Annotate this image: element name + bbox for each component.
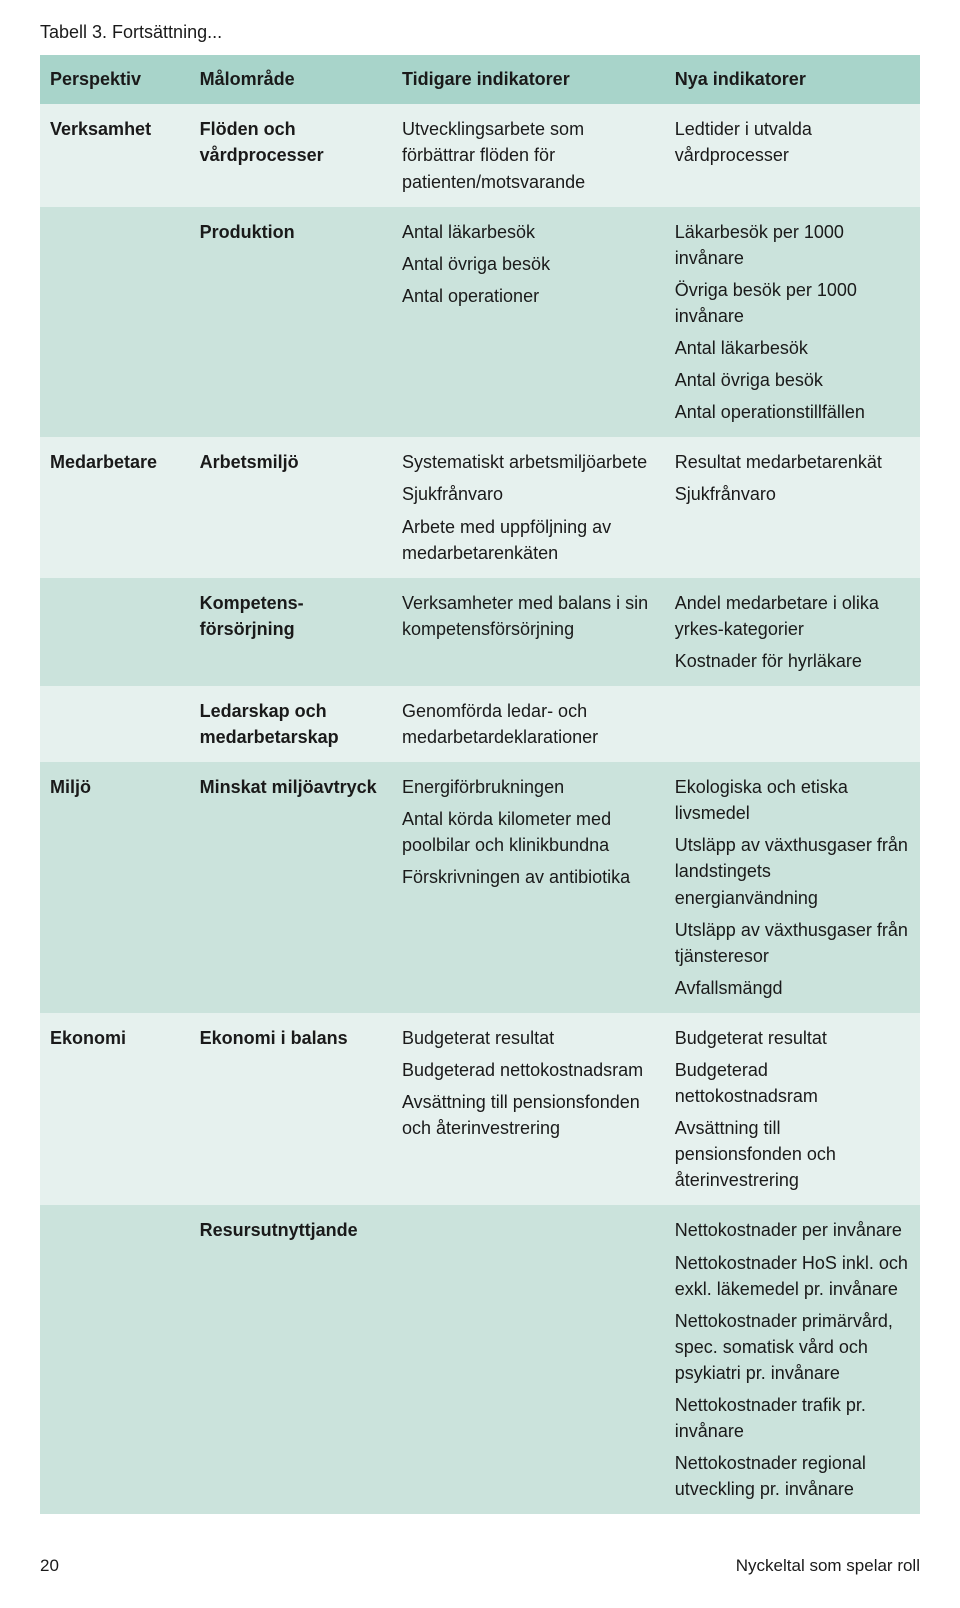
cell-tidigare: Genomförda ledar- och medarbetardeklarat… [392, 686, 665, 762]
table-row: Ledarskap och medarbetarskapGenomförda l… [40, 686, 920, 762]
cell-perspektiv: Medarbetare [40, 437, 190, 577]
indicator-text: Andel medarbetare i olika yrkes-kategori… [675, 590, 910, 642]
cell-perspektiv: Ekonomi [40, 1013, 190, 1206]
cell-nya: Resultat medarbetarenkät Sjukfrånvaro [665, 437, 920, 577]
cell-perspektiv [40, 207, 190, 438]
indicator-text: Utsläpp av växthusgaser från landstinget… [675, 832, 910, 910]
indicator-text: Nettokostnader primärvård, spec. somatis… [675, 1308, 910, 1386]
cell-nya: Budgeterat resultat Budgeterad nettokostn… [665, 1013, 920, 1206]
indicator-text: Förskrivningen av antibiotika [402, 864, 655, 890]
indicator-text: Budgeterad nettokostnadsram [675, 1057, 910, 1109]
indicator-text: Utsläpp av växthusgaser från tjänstereso… [675, 917, 910, 969]
indicator-text: Nettokostnader HoS inkl. och exkl. läkem… [675, 1250, 910, 1302]
cell-nya: Läkarbesök per 1000 invånare Övriga besök… [665, 207, 920, 438]
indicator-text: Antal körda kilometer med poolbilar och … [402, 806, 655, 858]
indicator-text: Nettokostnader trafik pr. invånare [675, 1392, 910, 1444]
table-caption: Tabell 3. Fortsättning... [40, 20, 920, 45]
col-header-tidigare: Tidigare indikatorer [392, 55, 665, 104]
table-row: Kompetens-försörjningVerksamheter med ba… [40, 578, 920, 686]
indicator-text: Arbete med uppföljning av medarbetarenkä… [402, 514, 655, 566]
cell-nya: Ledtider i utvalda vårdprocesser [665, 104, 920, 206]
cell-tidigare: Systematiskt arbetsmiljöarbete Sjukfrånva… [392, 437, 665, 577]
table-header-row: Perspektiv Målområde Tidigare indikatore… [40, 55, 920, 104]
cell-tidigare: Budgeterat resultat Budgeterad nettokostn… [392, 1013, 665, 1206]
cell-perspektiv [40, 578, 190, 686]
cell-malomrade: Minskat miljöavtryck [190, 762, 392, 1013]
cell-malomrade: Kompetens-försörjning [190, 578, 392, 686]
col-header-nya: Nya indikatorer [665, 55, 920, 104]
col-header-malomrade: Målområde [190, 55, 392, 104]
table-row: MiljöMinskat miljöavtryckEnergiförbrukni… [40, 762, 920, 1013]
table-row: VerksamhetFlöden och vårdprocesserUtveck… [40, 104, 920, 206]
cell-malomrade: Produktion [190, 207, 392, 438]
table-row: MedarbetareArbetsmiljöSystematiskt arbet… [40, 437, 920, 577]
indicator-text: Antal operationstillfällen [675, 399, 910, 425]
indicator-text: Energiförbrukningen [402, 774, 655, 800]
indicator-text: Utvecklingsarbete som förbättrar flöden … [402, 116, 655, 194]
indicator-text: Antal övriga besök [402, 251, 655, 277]
cell-tidigare: Utvecklingsarbete som förbättrar flöden … [392, 104, 665, 206]
indicator-text: Läkarbesök per 1000 invånare [675, 219, 910, 271]
cell-malomrade: Arbetsmiljö [190, 437, 392, 577]
indicator-text: Avsättning till pensionsfonden och återi… [402, 1089, 655, 1141]
cell-malomrade: Flöden och vårdprocesser [190, 104, 392, 206]
indicator-text: Övriga besök per 1000 invånare [675, 277, 910, 329]
footer-title: Nyckeltal som spelar roll [736, 1554, 920, 1578]
indicator-text: Ledtider i utvalda vårdprocesser [675, 116, 910, 168]
indicator-text: Systematiskt arbetsmiljöarbete [402, 449, 655, 475]
indicator-text: Antal läkarbesök [675, 335, 910, 361]
cell-nya: Ekologiska och etiska livsmedel Utsläpp a… [665, 762, 920, 1013]
cell-malomrade: Resursutnyttjande [190, 1205, 392, 1514]
page-footer: 20 Nyckeltal som spelar roll [40, 1514, 920, 1578]
indicator-text: Avfallsmängd [675, 975, 910, 1001]
indicator-text: Nettokostnader regional utveckling pr. i… [675, 1450, 910, 1502]
cell-tidigare [392, 1205, 665, 1514]
cell-malomrade: Ledarskap och medarbetarskap [190, 686, 392, 762]
table-row: Produktion Antal läkarbesök Antal övriga b… [40, 207, 920, 438]
indicator-text: Sjukfrånvaro [402, 481, 655, 507]
page-container: Tabell 3. Fortsättning... Perspektiv Mål… [0, 0, 960, 1608]
indicator-text: Nettokostnader per invånare [675, 1217, 910, 1243]
indicator-text: Antal läkarbesök [402, 219, 655, 245]
indicator-text: Budgeterat resultat [675, 1025, 910, 1051]
indicator-text: Genomförda ledar- och medarbetardeklarat… [402, 698, 655, 750]
cell-perspektiv [40, 686, 190, 762]
cell-nya: Andel medarbetare i olika yrkes-kategori… [665, 578, 920, 686]
table-body: VerksamhetFlöden och vårdprocesserUtveck… [40, 104, 920, 1514]
cell-tidigare: Energiförbrukningen Antal körda kilometer… [392, 762, 665, 1013]
cell-tidigare: Verksamheter med balans i sin kompetensf… [392, 578, 665, 686]
indicator-text: Kostnader för hyrläkare [675, 648, 910, 674]
cell-nya [665, 686, 920, 762]
page-number: 20 [40, 1554, 59, 1578]
table-row: EkonomiEkonomi i balansBudgeterat result… [40, 1013, 920, 1206]
indicator-text: Sjukfrånvaro [675, 481, 910, 507]
indicator-text: Avsättning till pensionsfonden och återi… [675, 1115, 910, 1193]
indicator-table: Perspektiv Målområde Tidigare indikatore… [40, 55, 920, 1514]
cell-tidigare: Antal läkarbesök Antal övriga besök Antal … [392, 207, 665, 438]
indicator-text: Verksamheter med balans i sin kompetensf… [402, 590, 655, 642]
table-row: Resursutnyttjande Nettokostnader per invå… [40, 1205, 920, 1514]
cell-perspektiv [40, 1205, 190, 1514]
indicator-text: Resultat medarbetarenkät [675, 449, 910, 475]
cell-nya: Nettokostnader per invånare Nettokostnade… [665, 1205, 920, 1514]
cell-perspektiv: Miljö [40, 762, 190, 1013]
indicator-text: Ekologiska och etiska livsmedel [675, 774, 910, 826]
indicator-text: Antal övriga besök [675, 367, 910, 393]
indicator-text: Budgeterat resultat [402, 1025, 655, 1051]
cell-perspektiv: Verksamhet [40, 104, 190, 206]
cell-malomrade: Ekonomi i balans [190, 1013, 392, 1206]
col-header-perspektiv: Perspektiv [40, 55, 190, 104]
indicator-text: Budgeterad nettokostnadsram [402, 1057, 655, 1083]
indicator-text: Antal operationer [402, 283, 655, 309]
